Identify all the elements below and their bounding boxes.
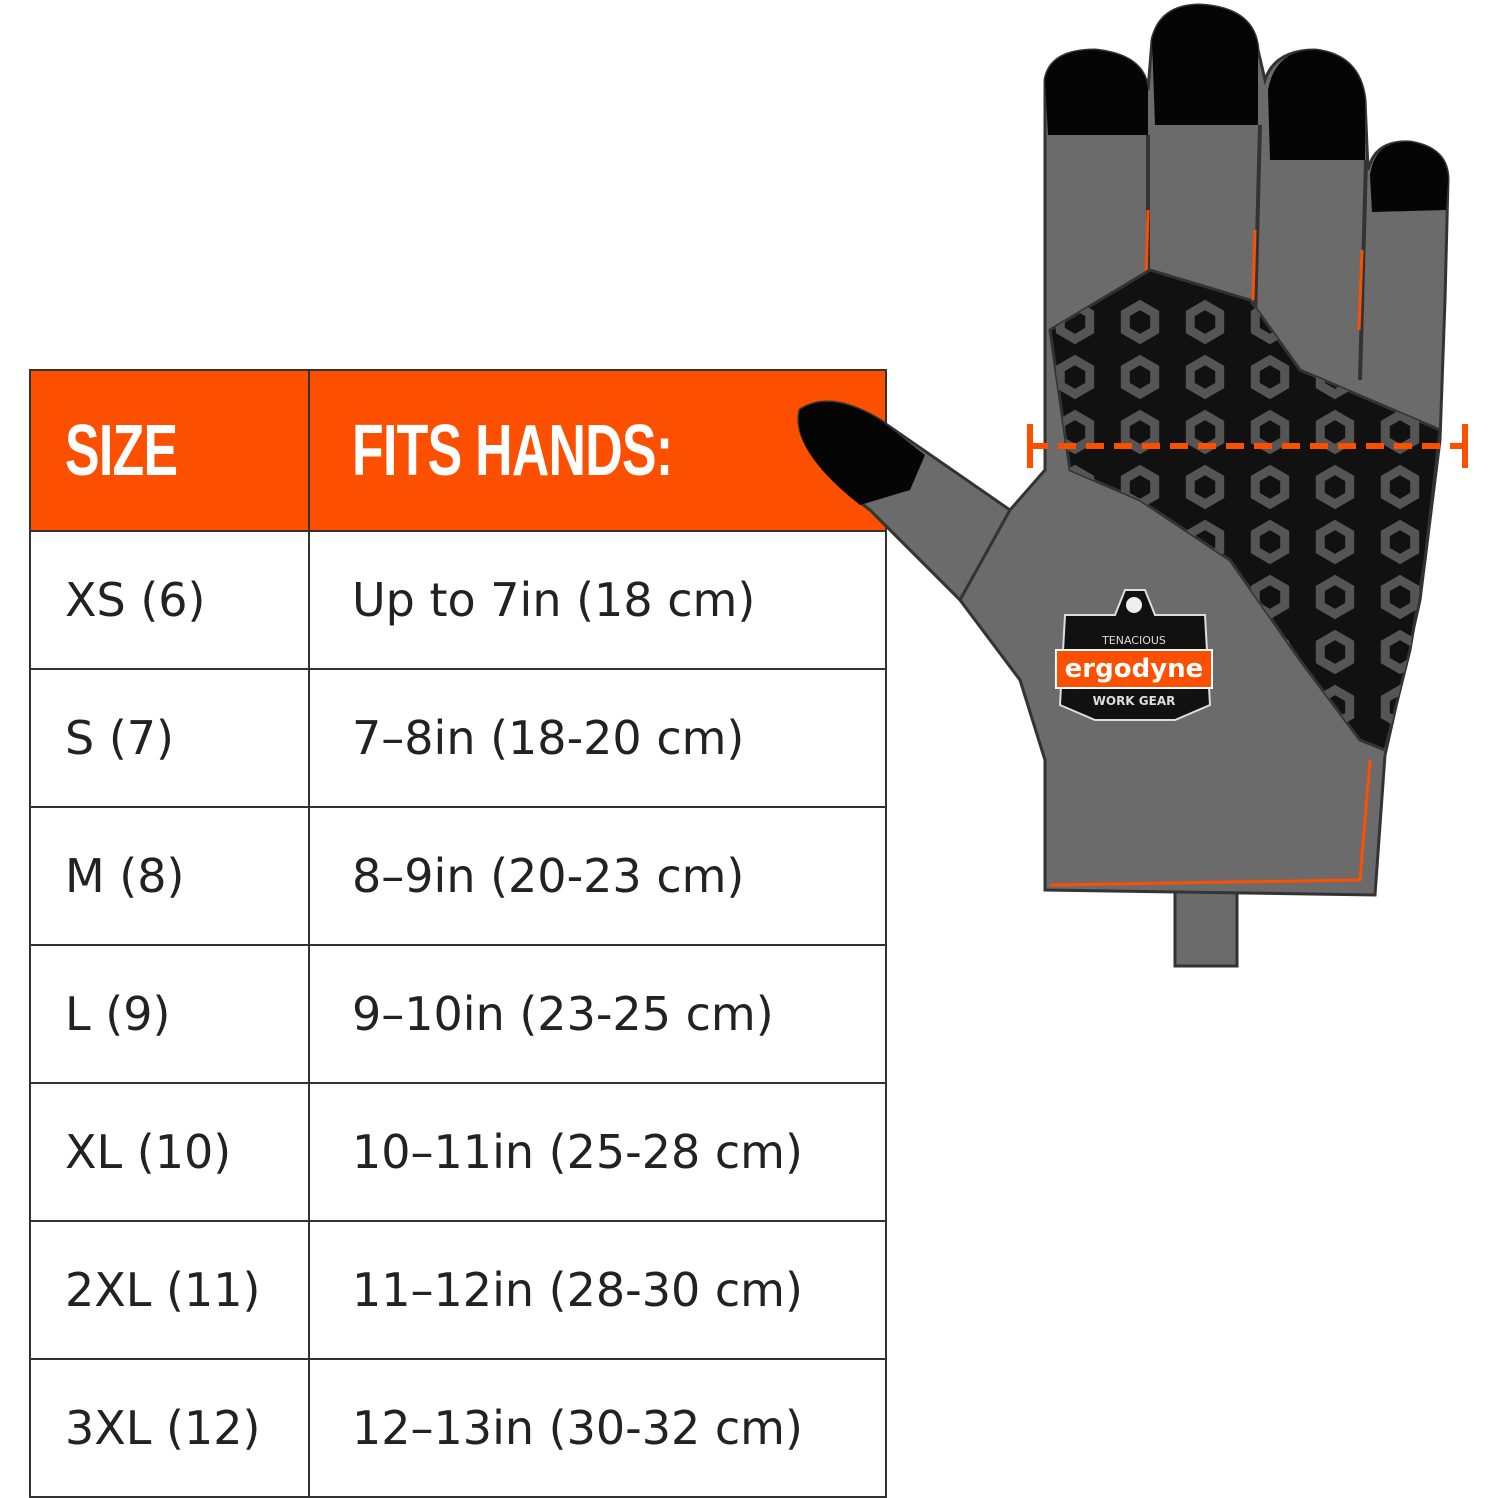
hex-grip-dot bbox=[1250, 464, 1290, 510]
svg-text:WORK GEAR: WORK GEAR bbox=[1093, 694, 1176, 708]
header-fits-hands: FITS HANDS: bbox=[352, 410, 673, 491]
table-row: 2XL (11) 11–12in (28-30 cm) bbox=[31, 1220, 885, 1358]
hex-grip-dot bbox=[1055, 354, 1095, 400]
size-cell: XL (10) bbox=[31, 1084, 310, 1220]
hex-grip-dot bbox=[1120, 354, 1160, 400]
table-row: XS (6) Up to 7in (18 cm) bbox=[31, 530, 885, 668]
table-row: XL (10) 10–11in (25-28 cm) bbox=[31, 1082, 885, 1220]
size-cell: 3XL (12) bbox=[31, 1360, 310, 1496]
hex-grip-dot bbox=[1450, 690, 1479, 724]
middle-tip bbox=[1152, 5, 1258, 125]
size-cell: L (9) bbox=[31, 946, 310, 1082]
hex-grip-dot bbox=[1120, 299, 1160, 345]
fits-cell: 12–13in (30-32 cm) bbox=[352, 1401, 803, 1455]
hex-grip-dot bbox=[1120, 409, 1160, 455]
hex-grip-dot bbox=[1450, 580, 1479, 614]
hex-grip-dot bbox=[1185, 354, 1225, 400]
table-row: M (8) 8–9in (20-23 cm) bbox=[31, 806, 885, 944]
ergodyne-logo: ergodyne TENACIOUS WORK GEAR bbox=[1055, 589, 1213, 721]
fits-cell: 7–8in (18-20 cm) bbox=[352, 711, 745, 765]
size-cell: XS (6) bbox=[31, 532, 310, 668]
table-row: 3XL (12) 12–13in (30-32 cm) bbox=[31, 1358, 885, 1496]
size-cell: S (7) bbox=[31, 670, 310, 806]
measurement-line bbox=[1027, 424, 1468, 468]
svg-text:ergodyne: ergodyne bbox=[1065, 654, 1204, 684]
hex-grip-dot bbox=[1450, 360, 1479, 394]
fits-cell: 11–12in (28-30 cm) bbox=[352, 1263, 803, 1317]
index-tip bbox=[1045, 50, 1148, 135]
hex-grip-dot bbox=[1315, 519, 1355, 565]
hex-grip-dot bbox=[1450, 525, 1479, 559]
hex-grip-dot bbox=[1380, 464, 1420, 510]
size-chart-table: SIZE FITS HANDS: XS (6) Up to 7in (18 cm)… bbox=[29, 369, 887, 1498]
pinky-tip bbox=[1370, 141, 1448, 212]
hex-grip-dot bbox=[1315, 574, 1355, 620]
hex-grip-dot bbox=[1250, 519, 1290, 565]
hex-grip-dot bbox=[1250, 574, 1290, 620]
table-row: L (9) 9–10in (23-25 cm) bbox=[31, 944, 885, 1082]
ring-tip bbox=[1268, 50, 1365, 160]
hex-grip-dot bbox=[1380, 519, 1420, 565]
hex-grip-dot bbox=[1450, 305, 1479, 339]
fits-cell: Up to 7in (18 cm) bbox=[352, 573, 756, 627]
hex-grip-dot bbox=[1315, 464, 1355, 510]
wrist-tab bbox=[1173, 888, 1239, 968]
hex-grip-dot bbox=[1315, 409, 1355, 455]
table-header: SIZE FITS HANDS: bbox=[31, 371, 885, 530]
hex-grip-dot bbox=[1450, 635, 1479, 669]
thumb-tip bbox=[798, 402, 925, 505]
hex-grip-dot bbox=[1380, 739, 1420, 750]
hex-grip-dot bbox=[1250, 354, 1290, 400]
hex-grip-dot bbox=[1185, 299, 1225, 345]
hex-grip-dot bbox=[1185, 464, 1225, 510]
size-cell: 2XL (11) bbox=[31, 1222, 310, 1358]
hex-grip-dot bbox=[1315, 629, 1355, 675]
fits-cell: 8–9in (20-23 cm) bbox=[352, 849, 745, 903]
svg-text:TENACIOUS: TENACIOUS bbox=[1101, 634, 1166, 647]
hex-grip-dot bbox=[1450, 470, 1479, 504]
hex-grip-dot bbox=[1450, 745, 1479, 779]
table-row: S (7) 7–8in (18-20 cm) bbox=[31, 668, 885, 806]
fits-cell: 9–10in (23-25 cm) bbox=[352, 987, 774, 1041]
fits-cell: 10–11in (25-28 cm) bbox=[352, 1125, 803, 1179]
size-cell: M (8) bbox=[31, 808, 310, 944]
header-size: SIZE bbox=[65, 410, 178, 491]
hex-grip-dot bbox=[1380, 574, 1420, 620]
